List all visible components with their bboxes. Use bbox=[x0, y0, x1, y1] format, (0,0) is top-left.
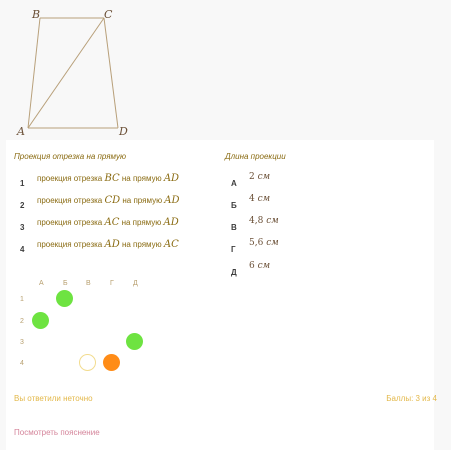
grid-row-label: 4 bbox=[20, 360, 24, 367]
vertex-d-label: D bbox=[118, 125, 128, 138]
grid-column-label: Б bbox=[63, 280, 68, 287]
answer-mark-correct bbox=[126, 333, 143, 350]
result-message: Вы ответили неточно bbox=[14, 394, 93, 403]
option-item: Б 4 см bbox=[231, 194, 271, 210]
right-column-header: Длина проекции bbox=[225, 152, 286, 161]
list-item: 1 проекция отрезка BC на прямую AD bbox=[20, 173, 180, 188]
answer-mark-correct bbox=[56, 290, 73, 307]
grid-column-label: Г bbox=[110, 280, 114, 287]
option-item: Д 6 см bbox=[231, 261, 271, 277]
grid-row-label: 2 bbox=[20, 318, 24, 325]
vertex-c-label: C bbox=[104, 8, 113, 21]
left-column-header: Проекция отрезка на прямую bbox=[14, 152, 126, 161]
list-item: 4 проекция отрезка AD на прямую AC bbox=[20, 239, 179, 254]
task-card: Проекция отрезка на прямую Длина проекци… bbox=[6, 140, 437, 450]
trapezoid-figure: B C A D bbox=[0, 0, 140, 145]
option-item: Г 5,6 см bbox=[231, 238, 279, 254]
score-text: Баллы: 3 из 4 bbox=[386, 394, 437, 403]
list-item: 3 проекция отрезка AC на прямую AD bbox=[20, 217, 179, 232]
list-item: 2 проекция отрезка CD на прямую AD bbox=[20, 195, 180, 210]
vertex-b-label: B bbox=[31, 8, 40, 21]
option-item: В 4,8 см bbox=[231, 216, 279, 232]
answer-mark-correct bbox=[32, 312, 49, 329]
segment-cd bbox=[103, 17, 119, 129]
option-item: А 2 см bbox=[231, 172, 271, 188]
explanation-link[interactable]: Посмотреть пояснение bbox=[14, 428, 100, 437]
vertex-a-label: A bbox=[16, 125, 25, 138]
grid-column-label: А bbox=[39, 280, 44, 287]
answer-mark-missed bbox=[79, 354, 96, 371]
grid-column-label: Д bbox=[133, 280, 138, 287]
grid-column-label: В bbox=[86, 280, 91, 287]
segment-ac bbox=[27, 17, 105, 129]
answer-mark-wrong bbox=[103, 354, 120, 371]
grid-row-label: 3 bbox=[20, 339, 24, 346]
grid-row-label: 1 bbox=[20, 296, 24, 303]
segment-ab bbox=[27, 17, 41, 129]
